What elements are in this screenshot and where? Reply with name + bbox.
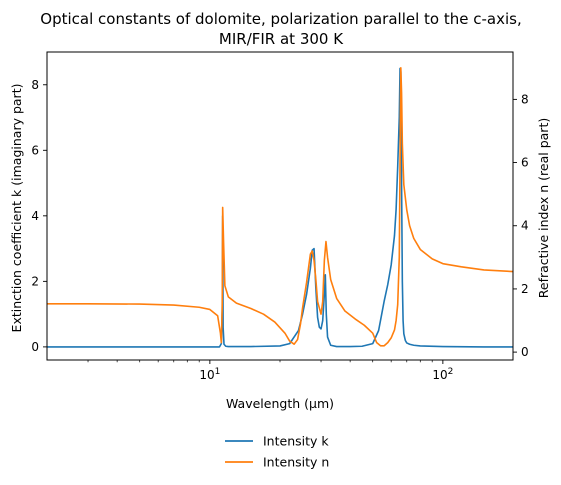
series-line-1 [47, 66, 513, 347]
plot-frame [46, 51, 514, 361]
chart-title: Optical constants of dolomite, polarizat… [40, 10, 521, 28]
legend: Intensity k Intensity n [225, 434, 329, 470]
series-layer [47, 66, 513, 348]
y-right-tick-label: 2 [521, 282, 529, 296]
chart-subtitle: MIR/FIR at 300 K [219, 30, 344, 48]
y-left-tick-label: 0 [31, 340, 39, 354]
series-line-0 [47, 67, 513, 348]
x-tick-label: 101 [199, 367, 220, 382]
y-right-tick-label: 4 [521, 219, 529, 233]
x-axis-label: Wavelength (μm) [226, 396, 334, 411]
ticks-layer: 101 102 0 2 4 6 8 0 2 4 6 8 [31, 78, 528, 382]
legend-label-1: Intensity n [263, 455, 329, 470]
y-left-tick-label: 8 [31, 78, 39, 92]
y-right-tick-label: 8 [521, 92, 529, 106]
y-right-tick-label: 0 [521, 345, 529, 359]
y-left-tick-label: 4 [31, 209, 39, 223]
x-tick-label: 102 [432, 367, 453, 382]
y-left-tick-label: 2 [31, 274, 39, 288]
y-axis-left-label: Extinction coefficient k (imaginary part… [9, 84, 24, 333]
y-right-tick-label: 6 [521, 156, 529, 170]
y-left-tick-label: 6 [31, 143, 39, 157]
y-axis-right-label: Refractive index n (real part) [536, 118, 551, 298]
legend-label-0: Intensity k [263, 434, 329, 449]
